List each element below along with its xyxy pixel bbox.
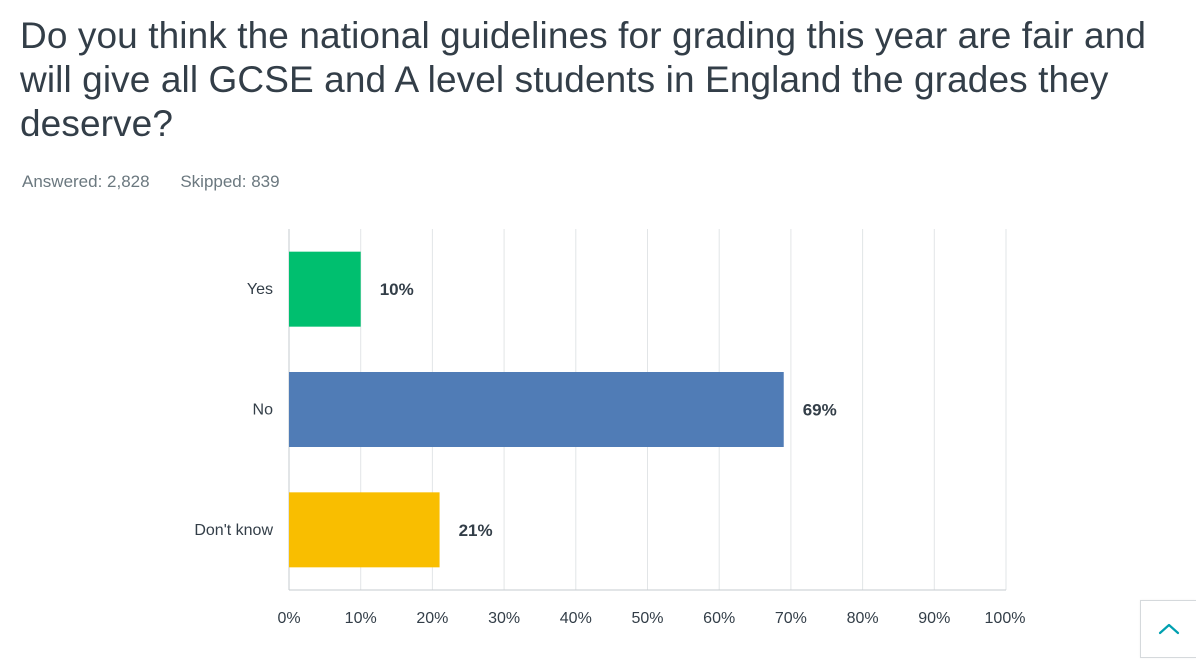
category-label: No: [253, 402, 274, 419]
x-tick-label: 40%: [560, 610, 592, 627]
x-tick-label: 100%: [985, 610, 1026, 627]
response-stats: Answered: 2,828 Skipped: 839: [22, 172, 306, 192]
x-tick-label: 0%: [277, 610, 300, 627]
x-tick-label: 50%: [631, 610, 663, 627]
data-label: 69%: [803, 401, 837, 420]
bar: [289, 251, 361, 327]
data-label: 21%: [459, 521, 493, 540]
x-tick-label: 30%: [488, 610, 520, 627]
category-label: Yes: [247, 281, 273, 298]
x-tick-label: 60%: [703, 610, 735, 627]
x-tick-label: 20%: [416, 610, 448, 627]
bar: [289, 492, 440, 568]
bar: [289, 372, 784, 447]
skipped-count: Skipped: 839: [180, 172, 280, 191]
answered-count: Answered: 2,828: [22, 172, 150, 191]
data-label: 10%: [380, 280, 414, 299]
category-label: Don't know: [194, 522, 273, 539]
x-tick-label: 90%: [918, 610, 950, 627]
x-tick-label: 10%: [345, 610, 377, 627]
chevron-up-icon: [1158, 623, 1179, 635]
question-title: Do you think the national guidelines for…: [20, 15, 1147, 144]
x-tick-label: 70%: [775, 610, 807, 627]
scroll-to-top-button[interactable]: [1140, 600, 1196, 658]
x-tick-label: 80%: [847, 610, 879, 627]
